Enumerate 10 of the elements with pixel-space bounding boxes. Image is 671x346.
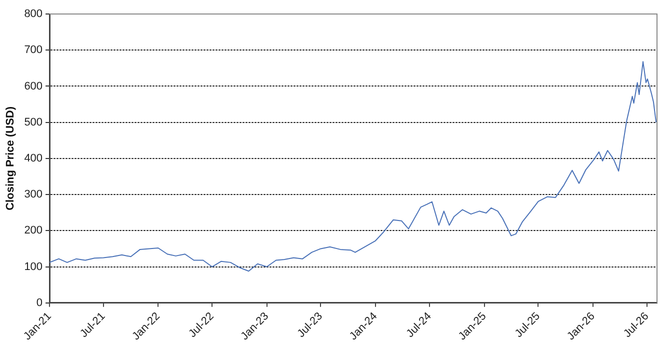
y-tick-label: 800 bbox=[24, 8, 43, 20]
y-tick-label: 200 bbox=[24, 224, 43, 237]
y-tick-label: 600 bbox=[24, 80, 43, 92]
y-tick-label: 500 bbox=[24, 116, 43, 128]
y-tick-label: 700 bbox=[24, 44, 43, 56]
y-axis-title: Closing Price (USD) bbox=[4, 106, 17, 210]
y-tick-label: 0 bbox=[36, 296, 43, 309]
y-tick-label: 300 bbox=[24, 188, 43, 201]
y-tick-label: 100 bbox=[24, 260, 43, 273]
y-tick-label: 400 bbox=[24, 152, 43, 164]
